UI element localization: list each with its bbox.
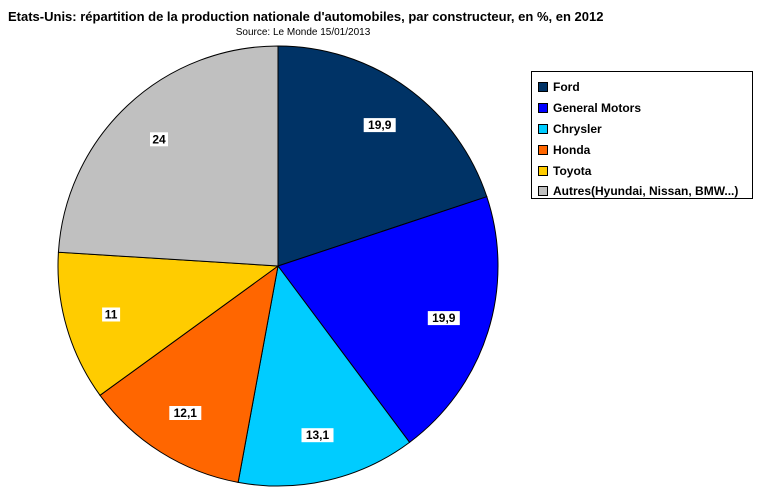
legend-item-0: Ford bbox=[538, 77, 746, 98]
legend-item-4: Toyota bbox=[538, 160, 746, 181]
legend-label-4: Toyota bbox=[553, 163, 592, 178]
chart-legend: Ford General Motors Chrysler Honda Toyota Aut… bbox=[531, 71, 753, 199]
legend-swatch-4 bbox=[538, 165, 548, 176]
pie-slice-4 bbox=[57, 251, 280, 397]
data-label-4: 11 bbox=[102, 307, 121, 322]
legend-label-3: Honda bbox=[553, 142, 591, 157]
data-label-2: 13,1 bbox=[301, 428, 334, 443]
svg-text:11: 11 bbox=[105, 308, 118, 322]
legend-label-0: Ford bbox=[553, 80, 580, 95]
legend-item-2: Chrysler bbox=[538, 119, 746, 140]
svg-text:13,1: 13,1 bbox=[306, 428, 330, 442]
legend-swatch-3 bbox=[538, 144, 548, 155]
data-label-3: 12,1 bbox=[169, 406, 202, 420]
pie-slice-2 bbox=[237, 264, 411, 487]
legend-label-1: General Motors bbox=[553, 101, 642, 116]
chart-title: Etats-Unis: répartition de la production… bbox=[8, 9, 604, 24]
data-label-5: 24 bbox=[150, 132, 168, 147]
data-label-0: 19,9 bbox=[363, 118, 396, 133]
data-label-1: 19,9 bbox=[427, 311, 460, 326]
svg-text:19,9: 19,9 bbox=[368, 118, 392, 132]
legend-item-5: Autres(Hyundai, Nissan, BMW...) bbox=[538, 181, 746, 202]
legend-item-3: Honda bbox=[538, 139, 746, 160]
svg-text:19,9: 19,9 bbox=[432, 311, 456, 325]
legend-swatch-2 bbox=[538, 123, 548, 134]
pie-slice-5 bbox=[57, 45, 279, 267]
legend-item-1: General Motors bbox=[538, 98, 746, 119]
legend-swatch-5 bbox=[538, 186, 548, 197]
svg-text:12,1: 12,1 bbox=[174, 406, 198, 420]
pie-slice-1 bbox=[277, 196, 499, 444]
pie-slice-3 bbox=[99, 264, 279, 483]
legend-swatch-1 bbox=[538, 103, 548, 114]
legend-label-5: Autres(Hyundai, Nissan, BMW...) bbox=[553, 184, 739, 199]
chart-subtitle: Source: Le Monde 15/01/2013 bbox=[235, 27, 371, 38]
legend-swatch-0 bbox=[538, 82, 548, 93]
pie-slice-0 bbox=[277, 45, 488, 267]
svg-text:24: 24 bbox=[152, 132, 166, 146]
legend-label-2: Chrysler bbox=[553, 121, 602, 136]
